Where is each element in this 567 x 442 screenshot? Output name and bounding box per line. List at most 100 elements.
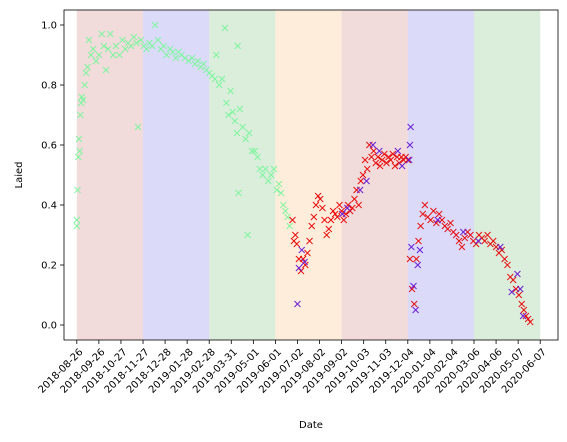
point-s1-53 — [194, 57, 202, 65]
point-s2-92 — [501, 255, 508, 263]
point-s1-7 — [77, 111, 84, 119]
band-4 — [275, 10, 342, 340]
point-s2-60 — [412, 255, 420, 263]
point-s3-7 — [356, 186, 364, 194]
point-s3-22 — [459, 228, 467, 236]
point-s1-13 — [84, 63, 91, 71]
point-s1-85 — [270, 165, 278, 173]
point-s2-102 — [526, 318, 534, 326]
point-s2-88 — [489, 237, 497, 245]
point-s2-69 — [435, 210, 443, 218]
point-s1-32 — [133, 39, 140, 47]
point-s3-18 — [412, 306, 419, 314]
point-s3-19 — [414, 261, 422, 269]
point-s1-51 — [188, 54, 196, 62]
point-s2-80 — [467, 231, 474, 239]
point-s3-28 — [519, 312, 527, 320]
point-s1-86 — [273, 186, 281, 194]
point-s2-24 — [336, 201, 343, 209]
point-s3-9 — [369, 141, 377, 149]
point-s1-61 — [215, 81, 223, 89]
point-s1-70 — [234, 42, 242, 50]
point-s1-4 — [74, 153, 82, 161]
point-s1-11 — [81, 81, 88, 89]
point-s3-26 — [514, 270, 521, 278]
point-s3-10 — [375, 147, 383, 155]
point-s2-15 — [316, 195, 324, 203]
point-s2-40 — [370, 147, 377, 155]
point-s2-30 — [348, 204, 356, 212]
point-s1-46 — [172, 54, 180, 62]
point-s2-67 — [430, 207, 437, 215]
point-s1-23 — [106, 30, 114, 38]
point-s2-97 — [515, 291, 523, 299]
point-s2-47 — [385, 153, 392, 161]
point-s1-30 — [127, 42, 135, 50]
y-tick-label-1: 0.0 — [41, 321, 57, 332]
point-s1-90 — [282, 207, 289, 215]
point-s1-77 — [248, 147, 256, 155]
point-s1-65 — [225, 111, 232, 119]
point-s1-66 — [227, 87, 234, 95]
point-s3-13 — [405, 156, 413, 164]
point-s3-11 — [394, 147, 402, 155]
point-s1-78 — [251, 147, 259, 155]
point-s1-82 — [262, 165, 269, 173]
point-s2-35 — [359, 171, 367, 179]
point-s3-8 — [363, 177, 370, 185]
point-s1-59 — [211, 75, 219, 83]
point-s1-91 — [284, 213, 291, 221]
band-1 — [76, 10, 144, 340]
point-s2-45 — [380, 150, 388, 158]
point-s2-50 — [391, 162, 399, 170]
x-axis-title: Date — [299, 420, 323, 431]
plot-area-frame — [63, 9, 559, 341]
point-s1-62 — [218, 75, 226, 83]
point-s1-67 — [229, 108, 237, 116]
point-s2-19 — [325, 225, 333, 233]
point-s1-1 — [73, 222, 81, 230]
point-s2-77 — [458, 243, 466, 251]
point-s2-76 — [455, 237, 463, 245]
point-s2-21 — [329, 207, 337, 215]
point-s1-19 — [98, 30, 106, 38]
point-s1-83 — [264, 177, 272, 185]
point-s2-31 — [351, 195, 358, 203]
point-s2-49 — [389, 150, 397, 158]
point-s2-17 — [321, 216, 328, 224]
point-s2-62 — [417, 222, 424, 230]
point-s1-39 — [151, 21, 159, 29]
point-s2-13 — [312, 201, 320, 209]
point-s2-41 — [372, 159, 380, 167]
point-s1-69 — [233, 129, 241, 137]
point-s1-12 — [82, 69, 90, 77]
point-s1-79 — [254, 153, 261, 161]
point-s1-28 — [121, 45, 129, 53]
point-s3-6 — [343, 204, 351, 212]
point-s1-60 — [212, 51, 220, 59]
point-s1-20 — [100, 42, 108, 50]
point-s1-36 — [143, 45, 150, 53]
point-s3-20 — [416, 246, 424, 254]
point-s3-12 — [398, 162, 406, 170]
point-s2-14 — [314, 192, 322, 200]
point-s1-16 — [89, 45, 97, 53]
point-s1-15 — [87, 51, 95, 59]
point-s1-45 — [169, 48, 177, 56]
point-s2-85 — [481, 237, 489, 245]
point-s3-5 — [338, 210, 346, 218]
point-s2-99 — [520, 306, 528, 314]
point-s3-2 — [295, 264, 303, 272]
point-s2-36 — [361, 156, 369, 164]
point-s2-61 — [415, 237, 422, 245]
point-s1-64 — [222, 99, 230, 107]
point-s2-64 — [421, 201, 429, 209]
point-s2-42 — [374, 153, 382, 161]
point-s2-82 — [472, 240, 480, 248]
point-s2-34 — [357, 177, 365, 185]
point-s2-66 — [427, 216, 434, 224]
y-tick-label-3: 0.4 — [41, 201, 57, 212]
point-s1-81 — [259, 171, 266, 179]
y-axis-ticks: 0.0 0.2 0.4 0.6 0.8 1.0 — [41, 21, 64, 332]
